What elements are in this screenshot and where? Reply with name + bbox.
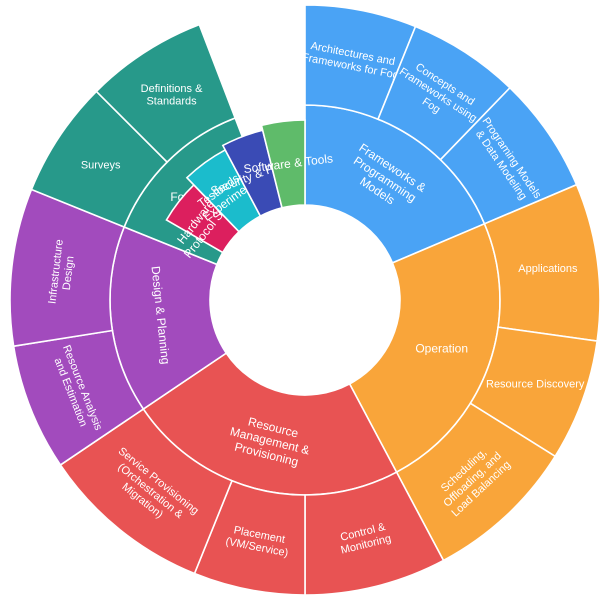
- label-applications: Applications: [518, 263, 578, 275]
- segment-software-tools[interactable]: [260, 119, 306, 209]
- label-infrastructure-design: InfrastructureDesign: [46, 239, 78, 306]
- label-definitions-standards: Definitions & Standards: [141, 83, 203, 108]
- label-operation: Operation: [415, 342, 468, 356]
- label-surveys: Surveys: [81, 160, 121, 172]
- segment-definitions-standards[interactable]: [95, 23, 237, 164]
- label-resource-discovery: Resource Discovery: [486, 379, 585, 391]
